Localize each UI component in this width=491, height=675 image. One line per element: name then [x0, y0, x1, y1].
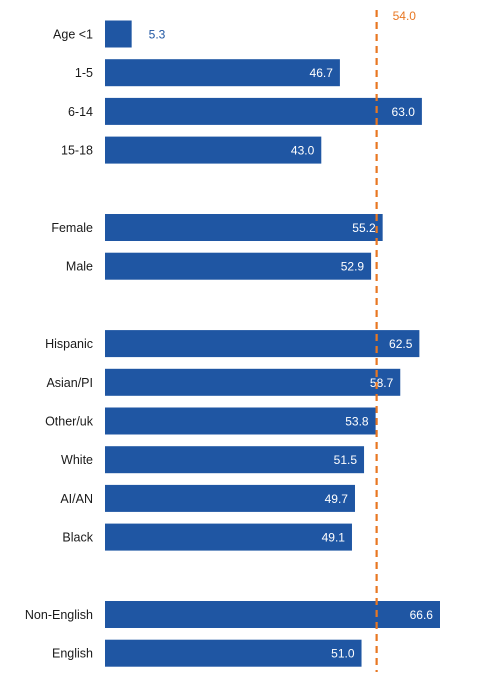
bar-english: [105, 639, 362, 667]
bar-age-1: [105, 20, 132, 48]
bar-white: [105, 446, 365, 474]
category-label-female: Female: [51, 221, 93, 235]
bar-non-english: [105, 601, 440, 628]
value-label-female: 55.2: [352, 221, 376, 235]
category-label-male: Male: [66, 260, 93, 274]
category-label-white: White: [61, 453, 93, 467]
bar-1-5: [105, 59, 340, 87]
value-label-non-english: 66.6: [410, 608, 434, 622]
value-label-1-5: 46.7: [310, 66, 334, 80]
bar-male: [105, 252, 372, 280]
category-label-ai-an: AI/AN: [60, 492, 93, 506]
value-label-white: 51.5: [334, 453, 358, 467]
value-label-english: 51.0: [331, 647, 355, 661]
value-label-6-14: 63.0: [392, 105, 416, 119]
value-label-other-uk: 53.8: [345, 415, 369, 429]
category-label-asian-pi: Asian/PI: [46, 376, 93, 390]
category-label-non-english: Non-English: [25, 608, 93, 622]
reference-line-label: 54.0: [393, 9, 417, 23]
value-label-male: 52.9: [341, 260, 365, 274]
value-label-black: 49.1: [322, 531, 346, 545]
category-label-english: English: [52, 647, 93, 661]
bar-6-14: [105, 97, 422, 125]
bar-female: [105, 214, 383, 241]
value-label-age-1: 5.3: [149, 28, 166, 42]
bar-other-uk: [105, 407, 376, 435]
value-label-15-18: 43.0: [291, 144, 315, 158]
bar-asian-pi: [105, 368, 401, 396]
category-label-hispanic: Hispanic: [45, 337, 93, 351]
category-label-other-uk: Other/uk: [45, 415, 94, 429]
category-label-1-5: 1-5: [75, 66, 93, 80]
bar-black: [105, 523, 352, 551]
category-label-age-1: Age <1: [53, 28, 93, 42]
bar-hispanic: [105, 330, 420, 358]
value-label-asian-pi: 58.7: [370, 376, 394, 390]
category-label-black: Black: [62, 531, 93, 545]
bar-ai-an: [105, 484, 355, 512]
bar-15-18: [105, 136, 322, 164]
category-label-6-14: 6-14: [68, 105, 93, 119]
value-label-hispanic: 62.5: [389, 337, 413, 351]
category-label-15-18: 15-18: [61, 144, 93, 158]
value-label-ai-an: 49.7: [325, 492, 349, 506]
